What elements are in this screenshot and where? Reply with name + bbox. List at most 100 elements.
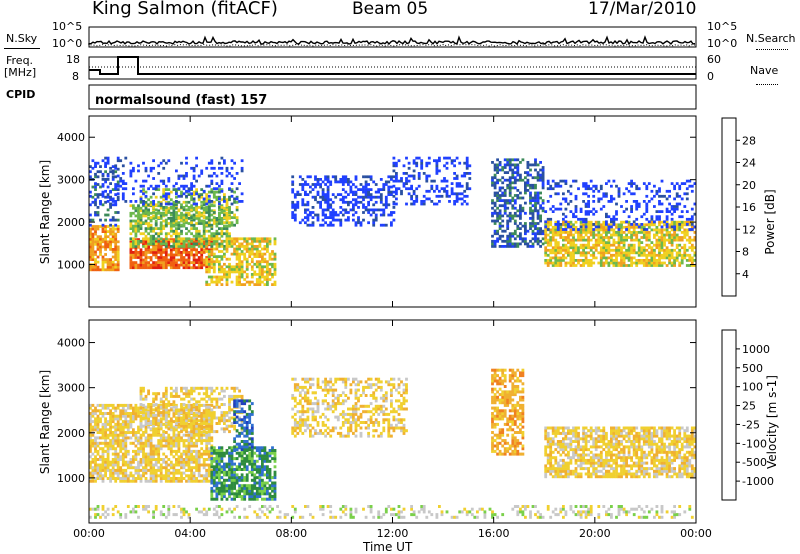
range-cell	[238, 242, 241, 246]
range-cell	[124, 444, 128, 448]
range-cell	[503, 163, 507, 167]
range-cell	[215, 198, 219, 202]
range-cell	[144, 261, 148, 264]
range-cell	[210, 188, 214, 191]
range-cell	[104, 468, 107, 472]
range-cell	[587, 205, 590, 208]
range-cell	[212, 262, 216, 266]
range-cell	[167, 403, 171, 406]
range-cell	[564, 228, 568, 231]
range-cell	[693, 253, 697, 257]
range-cell	[379, 208, 383, 212]
range-cell	[650, 228, 654, 232]
range-cell	[132, 192, 135, 196]
range-cell	[215, 218, 219, 222]
range-cell	[670, 256, 674, 260]
range-cell	[321, 188, 325, 191]
range-cell	[172, 444, 176, 448]
range-cell	[200, 200, 204, 204]
range-cell	[324, 195, 327, 199]
range-cell	[582, 243, 585, 247]
range-cell	[99, 409, 102, 413]
range-cell	[152, 177, 155, 180]
range-cell	[513, 245, 517, 248]
range-cell	[233, 265, 236, 269]
range-cell	[612, 223, 616, 226]
range-cell	[101, 192, 105, 196]
range-cell	[182, 428, 186, 432]
range-cell	[159, 413, 163, 417]
range-cell	[210, 218, 214, 222]
range-cell	[101, 452, 105, 456]
range-cell	[142, 411, 145, 415]
range-cell	[291, 213, 295, 217]
range-cell	[541, 186, 545, 190]
range-cell	[690, 228, 694, 231]
range-cell	[632, 182, 636, 185]
range-cell	[465, 172, 469, 175]
range-cell	[546, 233, 550, 237]
range-cell	[220, 217, 224, 220]
range-cell	[551, 205, 555, 208]
range-cell	[268, 268, 272, 271]
range-cell	[202, 232, 206, 236]
range-cell	[147, 458, 150, 461]
range-cell	[152, 452, 155, 456]
range-cell	[647, 246, 651, 250]
range-cell	[187, 242, 191, 246]
range-cell	[164, 471, 168, 475]
range-cell	[541, 237, 545, 241]
range-cell	[159, 477, 163, 480]
range-cell	[526, 171, 530, 174]
range-cell	[688, 228, 692, 231]
range-cell	[137, 436, 140, 440]
range-cell	[670, 253, 674, 257]
range-cell	[101, 159, 105, 163]
range-cell	[129, 425, 133, 429]
range-cell	[162, 198, 166, 202]
range-cell	[164, 202, 168, 206]
range-cell	[577, 246, 580, 250]
range-cell	[187, 477, 191, 480]
range-cell	[149, 413, 153, 417]
range-cell	[202, 463, 206, 467]
range-cell	[422, 172, 426, 175]
range-cell	[250, 280, 254, 284]
range-cell	[271, 250, 274, 253]
range-cell	[448, 194, 451, 198]
range-cell	[539, 176, 542, 180]
range-cell	[134, 253, 138, 257]
range-cell	[291, 183, 295, 186]
range-cell	[137, 431, 140, 434]
range-cell	[546, 200, 550, 203]
range-cell	[96, 237, 100, 241]
range-cell	[587, 261, 590, 265]
range-cell	[670, 225, 674, 229]
range-cell	[182, 216, 186, 219]
range-cell	[599, 241, 603, 244]
range-cell	[142, 408, 145, 412]
range-cell	[187, 240, 191, 244]
range-cell	[207, 447, 211, 451]
range-cell	[91, 439, 95, 443]
range-cell	[660, 256, 664, 260]
range-cell	[96, 474, 100, 478]
range-cell	[114, 265, 118, 269]
range-cell	[119, 184, 123, 188]
range-cell	[258, 242, 262, 246]
range-cell	[625, 225, 628, 229]
range-cell	[263, 265, 267, 269]
range-cell	[663, 236, 666, 239]
range-cell	[116, 188, 120, 191]
range-cell	[197, 261, 201, 264]
range-cell	[556, 246, 560, 250]
range-cell	[268, 273, 272, 276]
range-cell	[306, 208, 310, 212]
range-cell	[493, 209, 497, 213]
range-cell	[104, 178, 107, 181]
range-cell	[688, 184, 692, 188]
range-cell	[175, 195, 178, 199]
range-cell	[640, 246, 644, 250]
range-cell	[218, 278, 221, 281]
range-cell	[212, 265, 216, 269]
